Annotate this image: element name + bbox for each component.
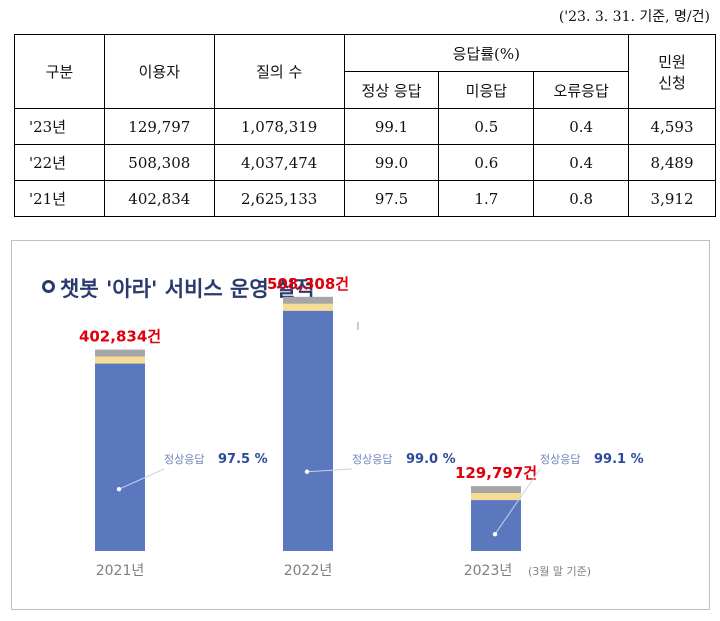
cell-unanswered: 1.7 bbox=[438, 180, 535, 217]
category-label: 2023년 bbox=[464, 563, 513, 579]
cell-normal: 99.1 bbox=[343, 108, 440, 145]
annotation-dot bbox=[116, 486, 122, 492]
header-civil-line1: 민원 bbox=[658, 52, 686, 71]
title-bullet-icon bbox=[42, 280, 55, 293]
bar-segment-error bbox=[471, 486, 521, 494]
header-unanswered: 미응답 bbox=[438, 71, 535, 109]
cell-error: 0.4 bbox=[533, 144, 630, 181]
bar-value-label: 129,797건 bbox=[455, 464, 537, 482]
header-civil: 민원 신청 bbox=[628, 34, 716, 109]
bar-segment-error bbox=[283, 296, 333, 304]
annotation-dot bbox=[492, 532, 498, 537]
header-category: 구분 bbox=[14, 34, 105, 109]
unit-note: ('23. 3. 31. 기준, 명/건) bbox=[558, 9, 710, 25]
annotation-label: 정상응답 bbox=[164, 453, 204, 466]
annotation-label: 정상응답 bbox=[540, 453, 580, 466]
table-row: '22년 508,308 4,037,474 99.0 0.6 0.4 8,48… bbox=[14, 144, 716, 181]
cell-error: 0.4 bbox=[533, 108, 630, 145]
cell-users: 129,797 bbox=[103, 108, 215, 145]
cell-year: '21년 bbox=[14, 180, 105, 217]
bar-segment-normal bbox=[283, 310, 333, 551]
cell-civil: 3,912 bbox=[628, 180, 716, 217]
header-civil-line2: 신청 bbox=[658, 73, 686, 92]
cell-queries: 1,078,319 bbox=[213, 108, 345, 145]
cell-normal: 97.5 bbox=[343, 180, 440, 217]
bar-value-label: 508,308건 bbox=[267, 275, 349, 293]
cell-queries: 2,625,133 bbox=[213, 180, 345, 217]
annotation-value: 99.1 % bbox=[594, 452, 644, 467]
cell-year: '22년 bbox=[14, 144, 105, 181]
cell-unanswered: 0.5 bbox=[438, 108, 535, 145]
table-row: '21년 402,834 2,625,133 97.5 1.7 0.8 3,91… bbox=[14, 180, 716, 217]
category-note: (3월 말 기준) bbox=[528, 565, 591, 578]
annotation-line bbox=[118, 468, 165, 490]
stats-table: 구분 이용자 질의 수 응답률(%) 민원 신청 정상 응답 미응답 오류응답 … bbox=[14, 34, 716, 217]
cell-year: '23년 bbox=[14, 108, 105, 145]
cell-users: 508,308 bbox=[103, 144, 215, 181]
cell-error: 0.8 bbox=[533, 180, 630, 217]
cell-unanswered: 0.6 bbox=[438, 144, 535, 181]
header-queries: 질의 수 bbox=[213, 34, 345, 109]
cell-queries: 4,037,474 bbox=[213, 144, 345, 181]
cell-normal: 99.0 bbox=[343, 144, 440, 181]
bar-segment-normal bbox=[95, 363, 145, 551]
header-error: 오류응답 bbox=[533, 71, 630, 109]
bar-segment-error bbox=[95, 349, 145, 357]
annotation-dot bbox=[304, 469, 310, 474]
cell-civil: 4,593 bbox=[628, 108, 716, 145]
category-label: 2021년 bbox=[96, 563, 145, 579]
annotation-line bbox=[494, 468, 541, 535]
annotation-label: 정상응답 bbox=[352, 453, 392, 466]
category-label: 2022년 bbox=[284, 563, 333, 579]
table-row: '23년 129,797 1,078,319 99.1 0.5 0.4 4,59… bbox=[14, 108, 716, 145]
bar-segment-unanswered bbox=[95, 356, 145, 364]
annotation-value: 99.0 % bbox=[406, 452, 456, 467]
header-users: 이용자 bbox=[103, 34, 215, 109]
cell-users: 402,834 bbox=[103, 180, 215, 217]
annotation-line bbox=[306, 468, 353, 473]
annotation-value: 97.5 % bbox=[218, 452, 268, 467]
cell-civil: 8,489 bbox=[628, 144, 716, 181]
chart-title: 챗봇 '아라' 서비스 운영 실적 bbox=[60, 277, 315, 301]
bar-value-label: 402,834건 bbox=[79, 328, 161, 346]
bar-segment-unanswered bbox=[283, 303, 333, 311]
header-response-rate: 응답률(%) bbox=[343, 34, 630, 72]
header-normal: 정상 응답 bbox=[343, 71, 440, 109]
bar-segment-unanswered bbox=[471, 493, 521, 501]
